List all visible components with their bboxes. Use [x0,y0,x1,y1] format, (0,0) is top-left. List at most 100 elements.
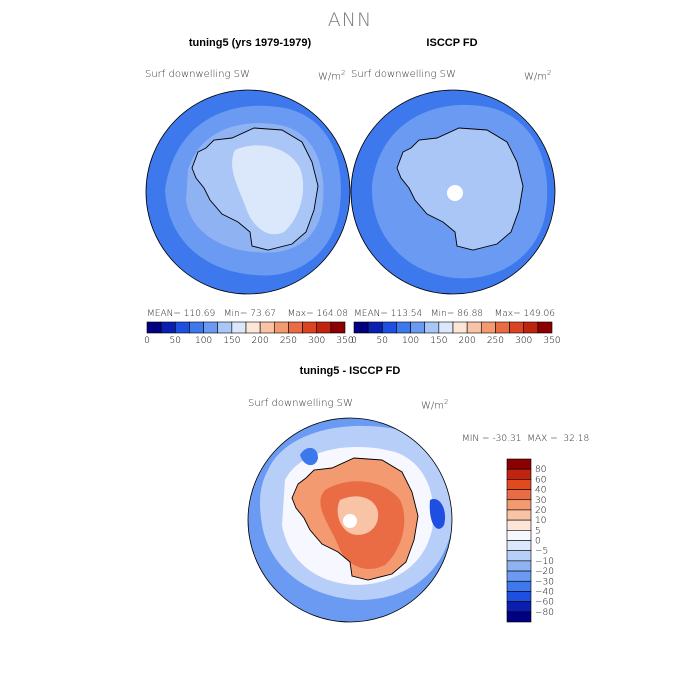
colorbar-obs-tick-label: 150 [430,336,447,346]
colorbar-obs-swatch [523,321,539,334]
colorbar-obs-tick-label: 100 [402,336,419,346]
colorbar-model-swatch [231,321,247,334]
map-diff-border [247,417,453,623]
colorbar-model-tick-label: 300 [308,336,325,346]
stats-diff: MIN = -30.31 MAX = 32.18 [462,434,590,444]
colorbar-obs-swatch [452,321,468,334]
colorbar-diff-swatch [506,468,532,480]
colorbar-model-swatch [189,321,204,334]
colorbar-diff-tick-label: −5 [535,547,548,557]
stats-obs: MEAN= 113.54 Min= 86.88 Max= 149.06 [354,309,555,319]
colorbar-diff-tick-label: −40 [535,587,554,597]
map-obs-coastline [396,127,524,251]
colorbar-model-swatch [288,321,303,334]
colorbar-diff-tick-label: −10 [535,557,554,567]
colorbar-diff-swatch [506,530,532,541]
colorbar-diff-swatch [506,580,532,592]
colorbar-model-swatch [245,321,261,334]
colorbar-obs-tick-label: 300 [515,336,532,346]
panel-title-model: tuning5 (yrs 1979-1979) [188,37,312,49]
colorbar-model-swatch [160,321,176,334]
colorbar-diff-swatch [506,489,532,501]
colorbar-obs-tick-label: 250 [487,336,504,346]
colorbar-diff-tick-label: −60 [535,598,554,608]
map-diff-east-anomaly [429,499,446,529]
colorbar-obs-swatch [381,321,397,334]
colorbar-diff-tick-label: 10 [535,516,546,526]
colorbar-obs-swatch [480,321,496,334]
colorbar-diff-swatch [506,499,532,511]
colorbar-model-swatch [217,321,233,334]
map-obs-border [350,89,556,295]
units-label-model: W/m2 [318,69,346,83]
colorbar-model-tick-label: 0 [144,336,150,346]
colorbar-obs-swatch [466,321,482,334]
variable-label-diff: Surf downwelling SW [248,398,353,409]
variable-label-obs: Surf downwelling SW [351,69,456,80]
colorbar-obs-tick-label: 0 [351,336,357,346]
map-model-coastline [191,127,319,251]
colorbar-model-tick-label: 150 [223,336,240,346]
map-model-border [145,89,351,295]
colorbar-model-tick-label: 50 [170,336,181,346]
colorbar-model-tick-label: 200 [252,336,269,346]
colorbar-model-swatch [273,321,289,334]
map-model-plateau [232,145,304,235]
panel-title-obs: ISCCP FD [426,37,478,49]
colorbar-model-swatch [302,321,318,334]
colorbar-diff-tick-label: 20 [535,506,546,516]
colorbar-obs-tick-label: 200 [459,336,476,346]
colorbar-model-swatch [146,321,162,334]
colorbar-model-tick-label: 350 [336,336,353,346]
stats-model: MEAN= 110.69 Min= 73.67 Max= 164.08 [147,309,348,319]
colorbar-diff-swatch [506,509,532,521]
colorbar-diff-swatch [506,560,532,572]
colorbar-model-tick-label: 250 [280,336,297,346]
colorbar-diff-swatch [506,479,532,490]
colorbar-model-swatch [174,321,190,334]
colorbar-diff-swatch [506,591,532,602]
colorbar-obs-swatch [509,321,525,334]
colorbar-diff-tick-label: 0 [535,537,541,547]
colorbar-obs-swatch [353,321,369,334]
colorbar-model-tick-label: 100 [195,336,212,346]
map-diff-ross-sea-anomaly [300,447,318,466]
panel-title-diff: tuning5 - ISCCP FD [299,365,401,377]
colorbar-obs-tick-label: 350 [543,336,560,346]
colorbar-diff-tick-label: 30 [535,496,546,506]
colorbar-obs-swatch [537,321,553,334]
units-label-diff: W/m2 [421,398,449,412]
colorbar-diff-swatch [506,458,532,470]
colorbar-diff-tick-label: −30 [535,577,554,587]
colorbar-obs-swatch [367,321,383,334]
colorbar-obs-swatch [396,321,411,334]
colorbar-diff-tick-label: −80 [535,608,554,618]
units-label-obs: W/m2 [524,69,552,83]
colorbar-diff-tick-label: 80 [535,465,546,475]
variable-label-model: Surf downwelling SW [145,69,250,80]
colorbar-model-swatch [259,321,275,334]
colorbar-model: 0 50 100 150 200 250 300 350 [144,321,354,346]
colorbar-obs-swatch [495,321,510,334]
map-model [145,89,351,295]
map-obs-pole-gap [447,185,463,201]
colorbar-diff-tick-label: 5 [535,526,541,536]
colorbar-diff-swatch [506,540,532,551]
map-obs [350,89,556,295]
colorbar-diff-swatch [506,570,532,582]
map-diff-coastline [291,457,419,581]
map-diff [247,417,453,623]
colorbar-obs-swatch [424,321,440,334]
colorbar-model-swatch [316,321,332,334]
colorbar-model-swatch [330,321,346,334]
colorbar-obs-tick-label: 50 [377,336,388,346]
colorbar-diff-swatch [506,519,532,531]
colorbar-obs: 0 50 100 150 200 250 300 350 [351,321,561,346]
colorbar-diff-tick-label: −20 [535,567,554,577]
map-diff-pole-gap [343,514,357,528]
figure-title: ANN [327,9,373,31]
colorbar-diff-tick-label: 40 [535,486,546,496]
colorbar-diff-tick-label: 60 [535,475,546,485]
